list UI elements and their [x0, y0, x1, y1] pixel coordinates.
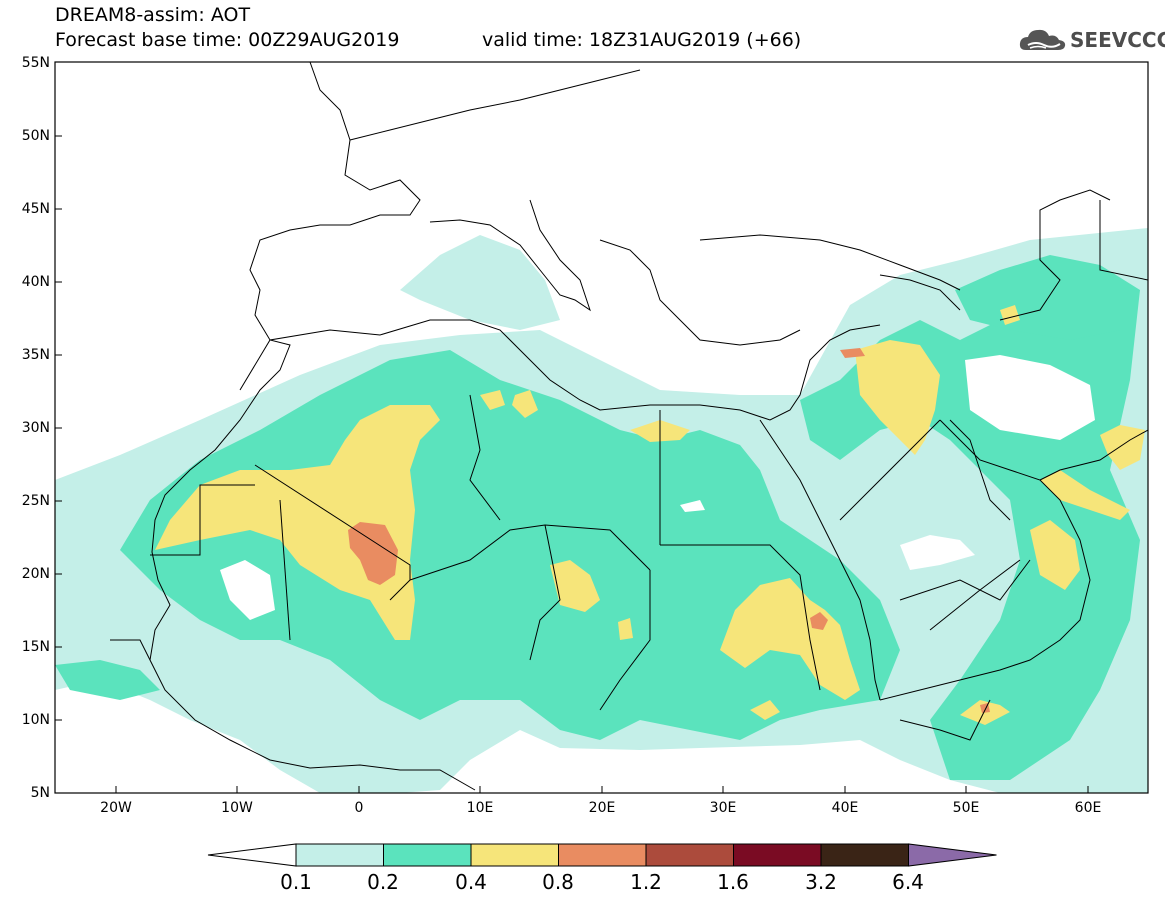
- colorbar-segment: [645, 843, 734, 867]
- lon-label: 10E: [466, 800, 494, 816]
- colorbar-segment: [383, 843, 472, 867]
- colorbar-label: 0.4: [455, 870, 487, 894]
- lon-label: 60E: [1074, 800, 1102, 816]
- colorbar-segment-over: [908, 843, 997, 867]
- lon-label: 40E: [831, 800, 859, 816]
- base-time-label: Forecast base time: 00Z29AUG2019: [55, 29, 400, 51]
- colorbar-label: 3.2: [805, 870, 837, 894]
- lat-label: 10N: [21, 712, 50, 728]
- valid-time-label: valid time: 18Z31AUG2019 (+66): [482, 29, 802, 51]
- lat-label: 35N: [21, 347, 50, 363]
- frame-ticks: [55, 135, 1089, 793]
- lat-label: 30N: [21, 420, 50, 436]
- lon-label: 0: [354, 800, 364, 816]
- lon-label: 20E: [588, 800, 616, 816]
- aot-layer-high: [155, 305, 1145, 725]
- lat-label: 20N: [21, 566, 50, 582]
- lat-label: 55N: [21, 55, 50, 71]
- colorbar-segment: [558, 843, 647, 867]
- lat-label: 40N: [21, 274, 50, 290]
- map-frame: [54, 61, 1149, 794]
- aot-layer-very-high: [348, 348, 990, 713]
- seevccc-logo: SEEVCCC: [1018, 26, 1165, 54]
- colorbar-label: 0.1: [280, 870, 312, 894]
- cloud-icon: [1019, 29, 1066, 50]
- lat-label: 5N: [30, 785, 50, 801]
- colorbar-segment: [820, 843, 909, 867]
- colorbar-label: 6.4: [892, 870, 924, 894]
- colorbar-label: 1.6: [717, 870, 749, 894]
- colorbar-label: 1.2: [630, 870, 662, 894]
- lat-label: 15N: [21, 639, 50, 655]
- chart-title: DREAM8-assim: AOT: [55, 4, 251, 26]
- colorbar-label: 0.2: [367, 870, 399, 894]
- lon-label: 50E: [952, 800, 980, 816]
- colorbar-label: 0.8: [542, 870, 574, 894]
- colorbar-segment: [295, 843, 384, 867]
- lat-label: 45N: [21, 201, 50, 217]
- lat-label: 25N: [21, 493, 50, 509]
- lon-label: 30E: [709, 800, 737, 816]
- aot-layer-clean: [220, 355, 1095, 620]
- coastlines-borders: [110, 62, 1148, 791]
- colorbar-segment: [470, 843, 559, 867]
- logo-text: SEEVCCC: [1070, 28, 1165, 52]
- lon-label: 10W: [221, 800, 253, 816]
- lon-label: 20W: [100, 800, 132, 816]
- lat-label: 50N: [21, 128, 50, 144]
- colorbar-segment: [733, 843, 822, 867]
- colorbar-segment-under: [207, 843, 297, 867]
